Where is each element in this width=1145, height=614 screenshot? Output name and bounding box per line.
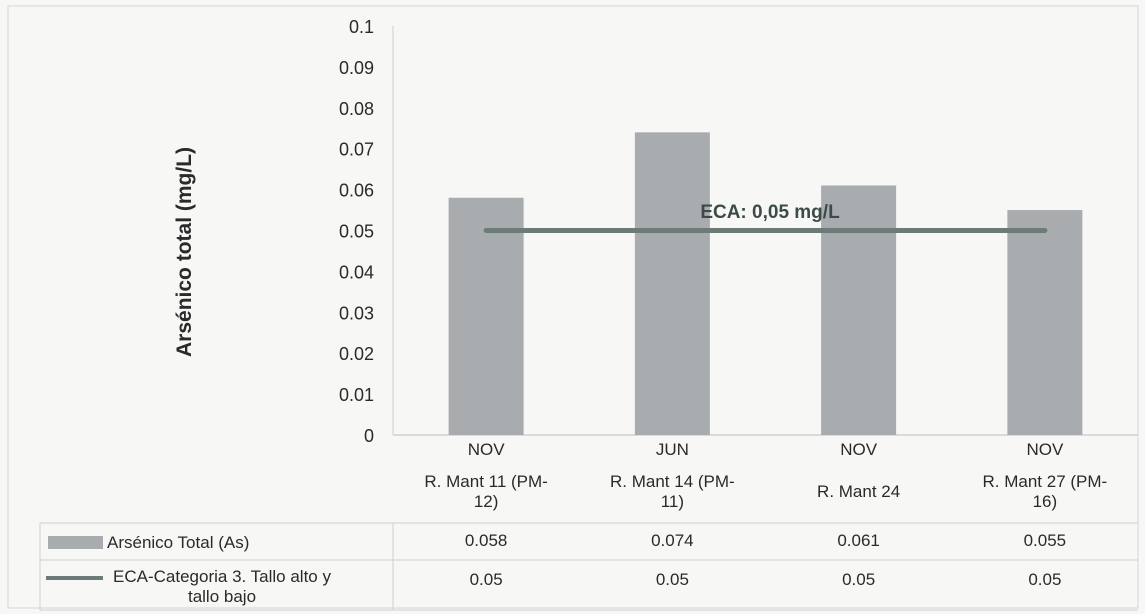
table-cell: 0.058	[465, 531, 508, 550]
y-tick-label: 0.05	[339, 222, 374, 242]
eca-annotation: ECA: 0,05 mg/L	[700, 202, 840, 223]
x-tick-month: JUN	[656, 440, 689, 459]
y-axis-label: Arsénico total (mg/L)	[173, 147, 196, 357]
y-tick-label: 0.08	[339, 99, 374, 119]
x-tick-station: R. Mant 27 (PM-	[983, 472, 1108, 491]
table-cell: 0.074	[651, 531, 694, 550]
x-tick-station: R. Mant 14 (PM-	[610, 472, 735, 491]
table-cell: 0.05	[842, 570, 875, 589]
bar	[1007, 210, 1083, 435]
chart-frame	[7, 5, 1139, 609]
table-cell: 0.05	[470, 570, 503, 589]
y-tick-label: 0.1	[349, 17, 374, 37]
legend-label-line: ECA-Categoria 3. Tallo alto y	[113, 567, 331, 586]
y-tick-label: 0	[364, 426, 374, 446]
y-axis-ticks: 0 0.01 0.02 0.03 0.04 0.05 0.06 0.07 0.08 0.09 0.1	[339, 17, 374, 446]
x-tick-station: 11)	[661, 492, 684, 511]
bar	[634, 132, 710, 435]
y-tick-label: 0.09	[339, 58, 374, 78]
table-cell: 0.05	[1028, 570, 1061, 589]
x-tick-month: NOV	[1026, 440, 1064, 459]
bar	[821, 185, 897, 435]
x-tick-month: NOV	[468, 440, 506, 459]
y-tick-label: 0.06	[339, 181, 374, 201]
x-tick-station: R. Mant 11 (PM-	[424, 472, 547, 491]
data-table: Arsénico Total (As) 0.058 0.074 0.061 0.055 E…	[39, 522, 1138, 611]
x-tick-station: 12)	[474, 492, 499, 511]
y-tick-label: 0.02	[339, 344, 374, 364]
bar	[448, 197, 524, 435]
legend-swatch-bar	[48, 536, 103, 549]
table-cell: 0.05	[656, 570, 689, 589]
x-tick-month: NOV	[840, 440, 878, 459]
y-tick-label: 0.04	[339, 262, 374, 282]
x-tick-station: 16)	[1033, 492, 1058, 511]
y-tick-label: 0.07	[339, 140, 374, 160]
y-tick-label: 0.01	[339, 385, 374, 405]
table-cell: 0.055	[1024, 531, 1067, 550]
y-tick-label: 0.03	[339, 303, 374, 323]
table-cell: 0.061	[837, 531, 880, 550]
legend-label-bar: Arsénico Total (As)	[107, 533, 249, 552]
legend-label-line: tallo bajo	[188, 587, 256, 606]
bars-group	[448, 132, 1083, 435]
x-tick-station: R. Mant 24	[817, 482, 900, 501]
